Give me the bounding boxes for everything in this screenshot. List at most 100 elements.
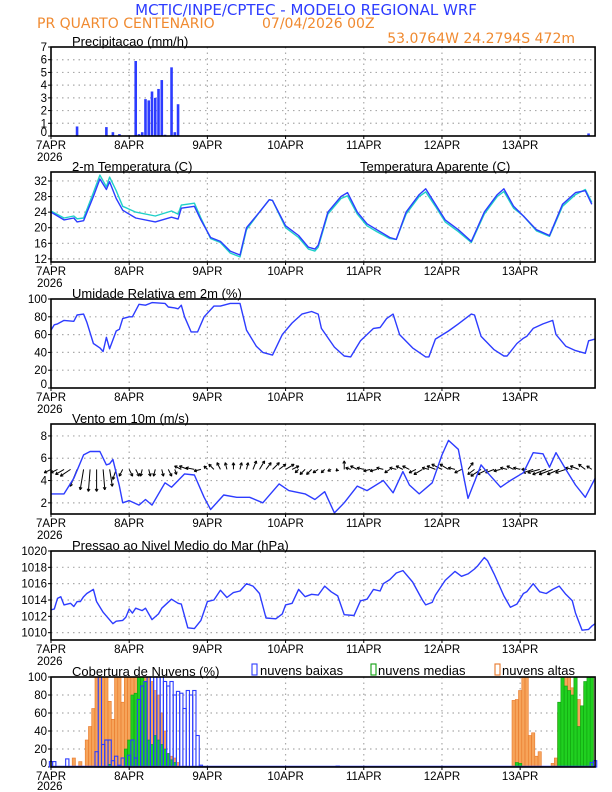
wind-arrow-shaft bbox=[555, 468, 566, 474]
wind-arrow-shaft bbox=[527, 468, 540, 474]
wind-arrow bbox=[376, 466, 384, 471]
wind-arrow bbox=[259, 460, 266, 470]
wind-arrow-shaft bbox=[118, 469, 124, 477]
wind-arrow-shaft bbox=[291, 465, 300, 470]
wind-arrow-shaft bbox=[87, 469, 91, 492]
wind-arrow bbox=[586, 465, 593, 470]
wind-arrow bbox=[272, 462, 280, 470]
x-year-label: 2026 bbox=[37, 656, 63, 668]
x-tick-label: 7APR bbox=[36, 518, 66, 530]
legend-swatch-icon bbox=[370, 663, 377, 676]
bar bbox=[120, 701, 125, 768]
wind-arrow bbox=[345, 466, 351, 471]
wind-arrow-shaft bbox=[216, 462, 221, 470]
x-tick-label: 8APR bbox=[114, 266, 144, 278]
wind-arrow-head bbox=[233, 462, 236, 466]
wind-arrow-head bbox=[320, 469, 323, 473]
wind-arrow-head bbox=[278, 462, 280, 466]
bar bbox=[111, 132, 115, 136]
wind-arrow-shaft bbox=[265, 462, 272, 470]
wind-arrow-head bbox=[152, 473, 155, 477]
bar bbox=[573, 676, 578, 768]
wind-arrow-shaft bbox=[299, 469, 306, 475]
plot-frame bbox=[50, 46, 596, 137]
wind-arrow bbox=[102, 469, 107, 491]
y-tick-label: 100 bbox=[28, 672, 47, 684]
wind-arrow bbox=[178, 465, 189, 470]
panel-4: 1010 1012 1014 1016 1018 1020 7APR 8APR 9APR 10AP… bbox=[21, 538, 596, 668]
wind-arrow-shaft bbox=[493, 468, 501, 472]
wind-arrow bbox=[59, 468, 71, 477]
x-tick-label: 10APR bbox=[267, 140, 303, 152]
wind-arrow-shaft bbox=[513, 467, 521, 470]
x-tick-label: 8APR bbox=[114, 392, 144, 404]
wind-arrow-shaft bbox=[128, 469, 134, 477]
x-tick-label: 9APR bbox=[192, 771, 222, 783]
wind-arrow bbox=[239, 462, 243, 470]
wind-arrow-shaft bbox=[448, 467, 456, 470]
run-datetime: 07/04/2026 00Z bbox=[262, 16, 375, 32]
y-tick-label: 1020 bbox=[21, 546, 47, 558]
x-tick-label: 12APR bbox=[424, 392, 460, 404]
bar bbox=[105, 127, 108, 136]
wind-arrow bbox=[152, 469, 156, 477]
wind-arrow bbox=[174, 465, 182, 470]
panel-title: Precipitacao (mm/h) bbox=[72, 34, 188, 49]
panel-3: 2 4 6 8 7APR 8APR 9APR 10APR 11APR 12APR 13APR 2026… bbox=[36, 411, 596, 542]
x-tick-label: 13APR bbox=[502, 266, 538, 278]
wind-arrow-shaft bbox=[570, 465, 579, 470]
bar bbox=[534, 755, 539, 768]
wind-arrow bbox=[78, 469, 85, 491]
wind-arrow bbox=[493, 468, 501, 473]
x-tick-label: 8APR bbox=[114, 140, 144, 152]
x-tick-label: 11APR bbox=[346, 392, 382, 404]
wind-arrow-head bbox=[369, 468, 373, 472]
wind-arrow-head bbox=[335, 468, 338, 472]
main-title: MCTIC/INPE/CPTEC - MODELO REGIONAL WRF bbox=[135, 1, 477, 19]
bar bbox=[514, 699, 519, 768]
x-tick-label: 9APR bbox=[192, 518, 222, 530]
x-tick-label: 10APR bbox=[267, 392, 303, 404]
series-nuvens-medias bbox=[107, 676, 594, 768]
plot-frame bbox=[50, 298, 596, 389]
y-tick-label: 1016 bbox=[21, 579, 47, 591]
wind-arrow-head bbox=[470, 473, 473, 477]
wind-arrow-shaft bbox=[167, 469, 173, 477]
bar bbox=[88, 726, 93, 768]
wind-arrow-shaft bbox=[376, 467, 384, 470]
y-tick-label: 7 bbox=[41, 42, 47, 54]
wind-arrow bbox=[408, 468, 417, 474]
y-tick-label: 6 bbox=[41, 55, 47, 67]
wind-arrow-shaft bbox=[565, 467, 573, 470]
wind-arrow-head bbox=[168, 474, 172, 477]
bar bbox=[150, 91, 154, 136]
x-tick-label: 9APR bbox=[192, 140, 222, 152]
bar bbox=[140, 132, 144, 136]
plot-frame bbox=[50, 423, 596, 515]
plot-area bbox=[51, 172, 596, 262]
bar bbox=[84, 739, 89, 768]
wind-arrow-shaft bbox=[161, 469, 164, 477]
wind-arrow-head bbox=[185, 466, 189, 469]
x-tick-label: 9APR bbox=[192, 392, 222, 404]
wind-arrow-head bbox=[110, 483, 113, 487]
wind-arrow bbox=[208, 463, 215, 470]
y-tick-label: 5 bbox=[41, 67, 47, 79]
wind-arrow-head bbox=[327, 468, 330, 472]
bar bbox=[576, 726, 581, 768]
panel-5: 0 20 40 60 80 100 7APR 8APR 9APR 10APR 11APR 12APR 1… bbox=[28, 663, 598, 792]
wind-arrow-head bbox=[565, 466, 569, 469]
wind-arrow-head bbox=[129, 474, 133, 477]
wind-arrow bbox=[285, 463, 295, 470]
wind-arrow-head bbox=[555, 470, 558, 474]
wind-arrow bbox=[389, 466, 397, 471]
wind-arrow bbox=[291, 465, 300, 470]
wind-arrow-shaft bbox=[259, 460, 266, 470]
bar bbox=[586, 676, 591, 768]
y-tick-label: 20 bbox=[34, 365, 47, 377]
plot-area bbox=[51, 47, 596, 136]
wind-arrow-shaft bbox=[109, 469, 113, 487]
x-tick-label: 8APR bbox=[114, 771, 144, 783]
wind-arrow-shaft bbox=[500, 467, 508, 470]
wind-arrow bbox=[454, 468, 462, 474]
